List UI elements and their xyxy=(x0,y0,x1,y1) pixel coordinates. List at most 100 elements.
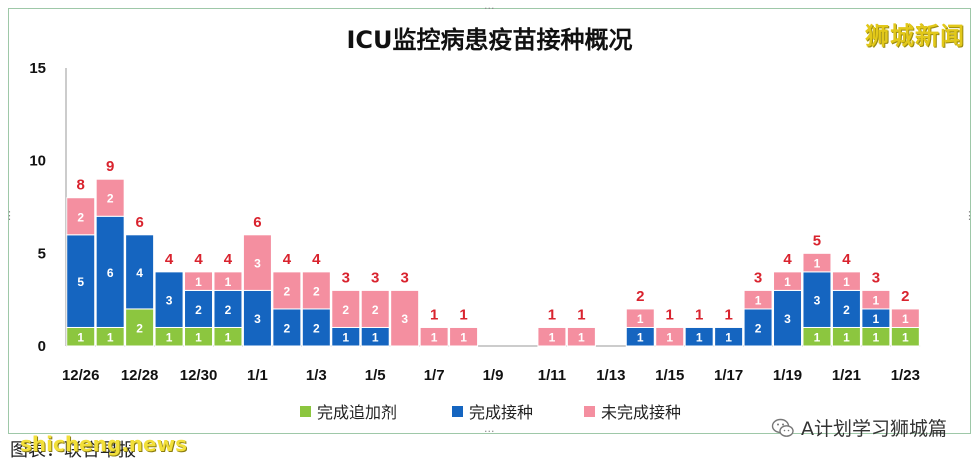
footer-source: 图表：联合早报 shicheng.news xyxy=(10,432,187,462)
resize-handle-bottom[interactable]: ··· xyxy=(484,425,495,438)
segment-value-label: 1 xyxy=(107,331,114,345)
segment-value-label: 1 xyxy=(725,331,732,345)
bar-segment-incomplete xyxy=(184,271,214,291)
x-tick-label: 1/11 xyxy=(538,367,566,384)
segment-value-label: 3 xyxy=(254,257,261,271)
segment-value-label: 2 xyxy=(77,210,84,224)
resize-handle-top[interactable]: ··· xyxy=(484,2,495,15)
segment-value-label: 1 xyxy=(549,331,556,345)
segment-value-label: 2 xyxy=(136,321,143,335)
x-tick-label: 1/19 xyxy=(773,367,802,384)
chart-frame xyxy=(8,8,971,434)
segment-value-label: 1 xyxy=(902,312,909,326)
x-tick-label: 12/30 xyxy=(180,367,218,384)
segment-value-label: 1 xyxy=(873,312,880,326)
x-tick-label: 1/9 xyxy=(483,367,504,384)
bar-segment-incomplete xyxy=(213,271,243,291)
total-value-label: 1 xyxy=(724,306,732,323)
bar-segment-full xyxy=(154,271,184,328)
segment-value-label: 1 xyxy=(814,331,821,345)
total-value-label: 4 xyxy=(312,251,321,268)
wechat-icon xyxy=(771,418,794,437)
bar-segment-full xyxy=(831,289,861,328)
bar-segment-full xyxy=(714,326,744,347)
segment-value-label: 1 xyxy=(342,331,349,345)
x-tick-label: 1/3 xyxy=(306,367,327,384)
bar-segment-incomplete xyxy=(537,326,567,347)
resize-handle-left[interactable]: ⋮ xyxy=(4,209,15,222)
segment-value-label: 1 xyxy=(372,331,379,345)
total-value-label: 3 xyxy=(872,269,880,286)
bar-segment-full xyxy=(184,289,214,328)
segment-value-label: 2 xyxy=(107,192,114,206)
segment-value-label: 1 xyxy=(195,331,202,345)
bar-segment-incomplete xyxy=(773,271,803,291)
bar-segment-incomplete xyxy=(95,178,125,217)
total-value-label: 1 xyxy=(430,306,438,323)
chart-title: ICU监控病患疫苗接种概况 xyxy=(346,26,633,54)
resize-handle-right[interactable]: ⋮ xyxy=(964,209,975,222)
brand-watermark: 狮城新闻 xyxy=(865,22,965,50)
legend-label-full: 完成接种 xyxy=(469,403,534,422)
legend-item-incomplete: 未完成接种 xyxy=(584,399,681,423)
bar-segment-incomplete xyxy=(390,289,420,347)
segment-value-label: 4 xyxy=(136,266,143,280)
segment-value-label: 2 xyxy=(195,303,202,317)
total-value-label: 1 xyxy=(459,306,467,323)
segment-value-label: 2 xyxy=(284,284,291,298)
segment-value-label: 2 xyxy=(755,321,762,335)
total-value-label: 1 xyxy=(577,306,585,323)
legend-swatch-full xyxy=(452,405,463,417)
bar-segment-incomplete xyxy=(566,326,596,347)
bar-segment-incomplete xyxy=(360,289,390,328)
bar-segment-incomplete xyxy=(272,271,302,310)
y-tick-label: 5 xyxy=(38,245,46,262)
legend-label-incomplete: 未完成接种 xyxy=(601,403,682,422)
total-value-label: 3 xyxy=(342,269,350,286)
segment-value-label: 1 xyxy=(578,331,585,345)
y-tick-label: 15 xyxy=(29,60,46,77)
total-value-label: 1 xyxy=(695,306,703,323)
bar-segment-incomplete xyxy=(655,326,685,347)
total-value-label: 2 xyxy=(636,288,644,305)
x-tick-label: 1/13 xyxy=(596,367,625,384)
site-watermark: shicheng.news xyxy=(20,432,187,456)
segment-value-label: 3 xyxy=(254,312,261,326)
bar-segment-incomplete xyxy=(301,271,331,310)
segment-value-label: 1 xyxy=(460,331,467,345)
segment-value-label: 2 xyxy=(313,284,320,298)
bar-segment-incomplete xyxy=(743,289,773,310)
legend-swatch-incomplete xyxy=(584,405,595,417)
segment-value-label: 1 xyxy=(195,275,202,289)
bar-segment-full xyxy=(743,308,773,347)
y-tick-label: 0 xyxy=(38,338,46,355)
segment-value-label: 2 xyxy=(843,303,850,317)
segment-value-label: 6 xyxy=(107,266,114,280)
segment-value-label: 1 xyxy=(696,331,703,345)
bar-segment-full xyxy=(95,215,125,328)
total-value-label: 3 xyxy=(754,269,762,286)
bar-segment-incomplete xyxy=(419,326,449,347)
segment-value-label: 1 xyxy=(637,331,644,345)
segment-value-label: 5 xyxy=(77,275,84,289)
bar-segment-incomplete xyxy=(890,308,920,328)
total-value-label: 6 xyxy=(253,214,261,231)
bar-segment-full xyxy=(684,326,714,347)
segment-value-label: 3 xyxy=(814,294,821,308)
y-tick-label: 10 xyxy=(29,153,46,170)
bar-segment-booster xyxy=(125,308,155,347)
total-value-label: 4 xyxy=(842,251,851,268)
bar-segment-incomplete xyxy=(831,271,861,291)
total-value-label: 8 xyxy=(77,177,85,194)
segment-value-label: 2 xyxy=(342,303,349,317)
bar-segment-full xyxy=(802,271,832,328)
bar-segment-incomplete xyxy=(242,234,272,291)
bar-segment-incomplete xyxy=(861,289,891,310)
x-tick-label: 1/23 xyxy=(891,367,920,384)
footer-account: A计划学习狮城篇 xyxy=(771,414,947,441)
bar-segment-full xyxy=(213,289,243,328)
x-tick-label: 12/28 xyxy=(121,367,159,384)
x-tick-label: 1/17 xyxy=(714,367,743,384)
x-tick-label: 1/15 xyxy=(655,367,684,384)
